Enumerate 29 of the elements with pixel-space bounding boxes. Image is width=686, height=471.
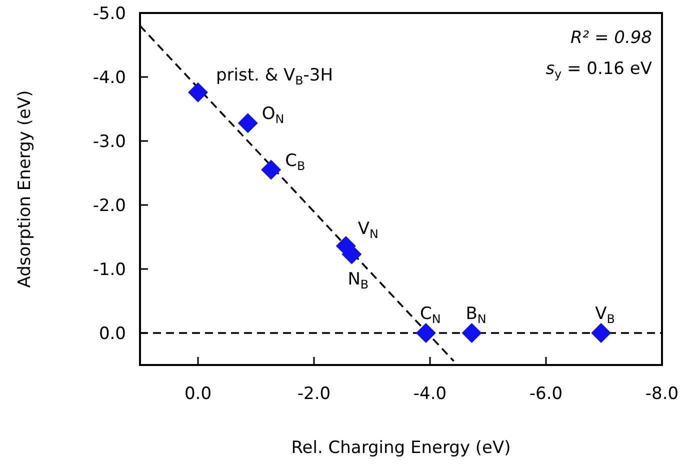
annotation: B$_{N}$ [466, 304, 486, 326]
annotation: V$_{N}$ [358, 218, 378, 241]
annotation: N$_{B}$ [348, 269, 369, 291]
point [188, 82, 208, 102]
annotation: O$_{N}$ [262, 104, 284, 126]
x-axis-title: Rel. Charging Energy (eV) [291, 438, 511, 458]
annotation: R² = 0.98 [570, 28, 652, 48]
point [591, 323, 612, 343]
annotation: s$_{y}$ = 0.16 eV [546, 59, 652, 81]
x-tick-label: -4.0 [413, 384, 447, 404]
annotation: C$_{N}$ [420, 304, 441, 326]
y-tick-label: -2.0 [92, 196, 126, 216]
x-tick-label: -6.0 [529, 384, 563, 404]
y-tick-label: -4.0 [92, 68, 126, 88]
x-tick-label: -2.0 [297, 384, 331, 404]
y-tick-label: -1.0 [92, 260, 126, 280]
annotation: C$_{B}$ [285, 150, 306, 172]
x-tick-label: -8.0 [645, 384, 679, 404]
annotation: V$_{B}$ [595, 304, 615, 326]
annotation: prist. & V$_{B}$-3H [216, 65, 334, 87]
y-axis-title: Adsorption Energy (eV) [15, 90, 35, 288]
point [416, 323, 436, 343]
y-tick-label: 0.0 [98, 324, 126, 344]
x-tick-label: 0.0 [184, 384, 212, 404]
point [462, 323, 482, 343]
y-tick-label: -5.0 [92, 4, 126, 24]
point [261, 160, 282, 180]
y-tick-label: -3.0 [92, 132, 126, 152]
point [238, 113, 258, 134]
